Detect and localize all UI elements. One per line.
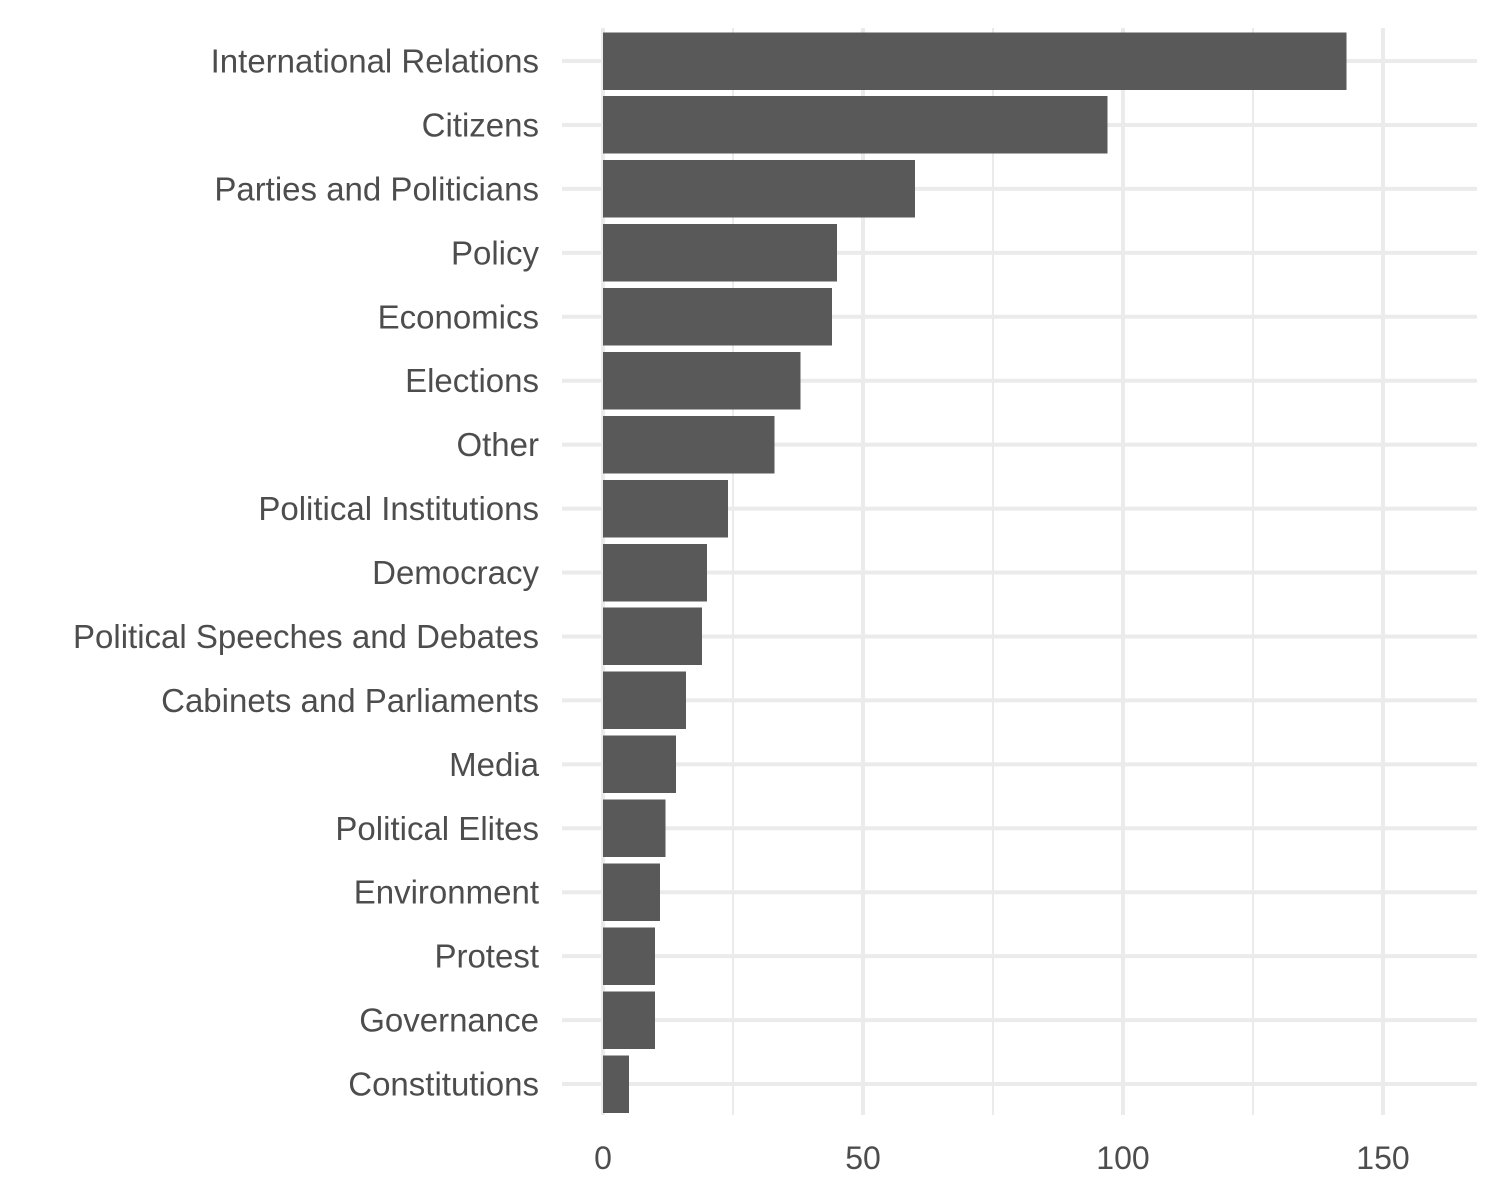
category-label: Parties and Politicians <box>214 170 539 207</box>
bar <box>603 991 655 1049</box>
category-label: Environment <box>354 874 539 911</box>
bar <box>603 1055 629 1113</box>
category-label: Protest <box>434 938 539 975</box>
category-label: Governance <box>359 1002 539 1039</box>
category-label: Political Elites <box>335 810 539 847</box>
category-label: Citizens <box>422 106 539 143</box>
bar-layer <box>603 32 1347 1113</box>
category-labels: International Relations Citizens Parties a… <box>73 43 540 1103</box>
bar <box>603 735 676 794</box>
bar <box>603 543 707 602</box>
bar <box>603 607 702 666</box>
bar <box>603 863 661 921</box>
category-label: Other <box>456 426 539 463</box>
category-label: Constitutions <box>348 1066 539 1103</box>
category-label: Elections <box>405 362 539 399</box>
bar <box>603 288 832 346</box>
category-label: Political Speeches and Debates <box>73 618 539 655</box>
bar <box>603 32 1347 90</box>
bar <box>603 927 655 985</box>
bar <box>603 96 1108 154</box>
bar <box>603 799 666 858</box>
category-label: Democracy <box>372 554 539 591</box>
x-tick-label: 150 <box>1356 1140 1409 1176</box>
x-tick-label: 100 <box>1096 1140 1149 1176</box>
category-label: Policy <box>451 234 540 271</box>
category-label: Cabinets and Parliaments <box>161 682 539 719</box>
category-label: Political Institutions <box>258 490 539 527</box>
bar <box>603 351 801 410</box>
category-label: Economics <box>378 298 539 335</box>
category-label: Media <box>449 746 540 783</box>
bar <box>603 479 728 538</box>
bar <box>603 671 687 730</box>
bar <box>603 224 837 282</box>
bar <box>603 160 915 218</box>
bar <box>603 415 775 474</box>
x-tick-label: 50 <box>845 1140 881 1176</box>
category-label: International Relations <box>211 43 539 80</box>
x-axis-tick-labels: 0 50 100 150 <box>594 1140 1410 1176</box>
x-tick-label: 0 <box>594 1140 612 1176</box>
